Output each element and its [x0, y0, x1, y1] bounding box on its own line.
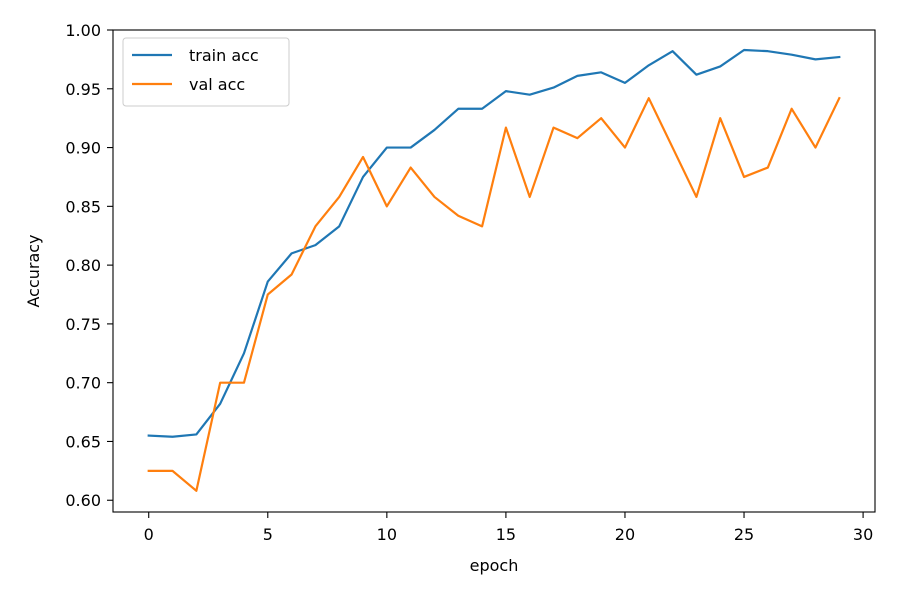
axes-frame: [112, 29, 876, 513]
x-tick-label: 30: [853, 525, 873, 544]
y-tick-label: 0.85: [65, 197, 101, 216]
x-axis-label: epoch: [470, 556, 519, 575]
legend-entry-label: train acc: [189, 46, 259, 65]
x-tick-label: 25: [734, 525, 754, 544]
x-tick-label: 10: [377, 525, 397, 544]
y-tick-label: 0.95: [65, 80, 101, 99]
y-tick-label: 0.90: [65, 139, 101, 158]
y-tick-label: 0.65: [65, 432, 101, 451]
x-tick-label: 15: [496, 525, 516, 544]
y-tick-label: 0.80: [65, 256, 101, 275]
y-tick-label: 1.00: [65, 21, 101, 40]
legend-entry-label: val acc: [189, 75, 245, 94]
x-tick-label: 0: [144, 525, 154, 544]
y-tick-label: 0.70: [65, 374, 101, 393]
x-tick-label: 5: [263, 525, 273, 544]
y-tick-label: 0.60: [65, 491, 101, 510]
plot-content: [147, 48, 841, 492]
axes: 0 5 10 15 20 25 30 0.60 0.65 0.70 0.75 0.80 0.85 0.90…: [65, 21, 876, 544]
y-axis-label: Accuracy: [24, 234, 43, 307]
series-line-val-acc: [147, 96, 841, 492]
legend: train acc val acc: [122, 37, 290, 107]
x-tick-label: 20: [615, 525, 635, 544]
y-tick-label: 0.75: [65, 315, 101, 334]
series-line-train-acc: [147, 48, 841, 438]
